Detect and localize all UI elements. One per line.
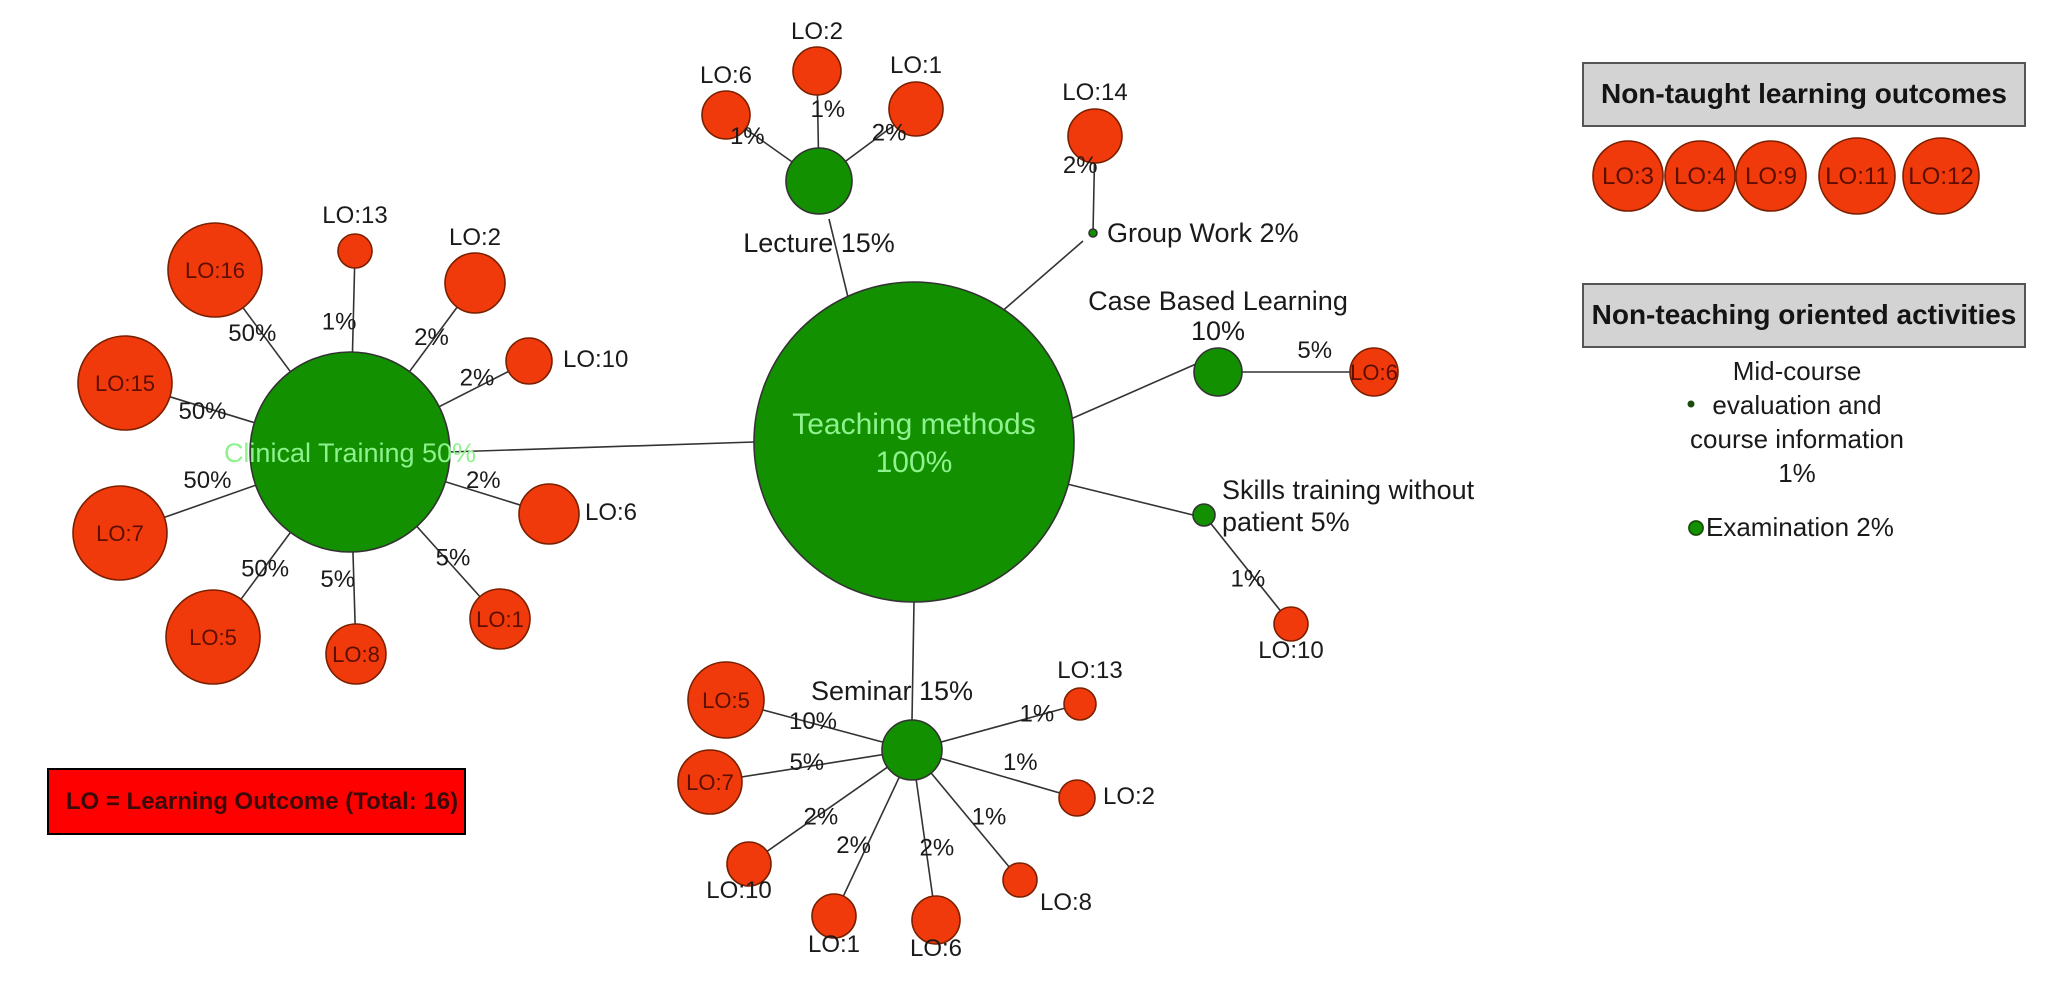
svg-text:5%: 5% — [789, 749, 824, 776]
svg-text:2%: 2% — [466, 467, 501, 494]
svg-text:2%: 2% — [414, 324, 449, 351]
svg-text:LO:6: LO:6 — [585, 499, 637, 526]
svg-text:LO:4: LO:4 — [1674, 163, 1726, 190]
svg-text:LO:8: LO:8 — [1040, 889, 1092, 916]
svg-text:LO:2: LO:2 — [449, 224, 501, 251]
svg-text:LO:6: LO:6 — [910, 935, 962, 962]
svg-text:10%: 10% — [789, 708, 837, 735]
svg-text:LO:14: LO:14 — [1062, 79, 1127, 106]
svg-text:LO:9: LO:9 — [1745, 163, 1797, 190]
svg-text:patient 5%: patient 5% — [1222, 507, 1350, 537]
svg-text:LO:13: LO:13 — [1057, 657, 1122, 684]
svg-text:LO:1: LO:1 — [476, 607, 524, 632]
svg-text:1%: 1% — [322, 308, 357, 335]
svg-text:1%: 1% — [810, 96, 845, 123]
svg-text:5%: 5% — [320, 566, 355, 593]
svg-text:50%: 50% — [241, 556, 289, 583]
svg-text:LO:1: LO:1 — [808, 931, 860, 958]
svg-text:LO:1: LO:1 — [890, 52, 942, 79]
svg-text:LO:16: LO:16 — [185, 258, 245, 283]
svg-text:1%: 1% — [1003, 749, 1038, 776]
svg-text:Non-taught learning outcomes: Non-taught learning outcomes — [1601, 78, 2007, 109]
svg-text:50%: 50% — [183, 467, 231, 494]
svg-text:Case Based Learning: Case Based Learning — [1088, 286, 1348, 316]
svg-text:100%: 100% — [876, 446, 953, 479]
svg-text:2%: 2% — [1063, 152, 1098, 179]
svg-text:2%: 2% — [460, 365, 495, 392]
svg-text:Teaching methods: Teaching methods — [792, 408, 1036, 441]
svg-text:LO:6: LO:6 — [1350, 360, 1398, 385]
svg-text:1%: 1% — [972, 804, 1007, 831]
svg-text:LO:8: LO:8 — [332, 642, 380, 667]
svg-text:LO:15: LO:15 — [95, 371, 155, 396]
svg-text:LO:7: LO:7 — [96, 521, 144, 546]
svg-text:LO:2: LO:2 — [1103, 783, 1155, 810]
svg-text:LO:5: LO:5 — [702, 688, 750, 713]
svg-text:2%: 2% — [872, 119, 907, 146]
svg-text:LO:10: LO:10 — [563, 346, 628, 373]
svg-text:50%: 50% — [178, 398, 226, 425]
svg-text:LO:10: LO:10 — [706, 877, 771, 904]
svg-text:1%: 1% — [1020, 701, 1055, 728]
svg-text:Examination 2%: Examination 2% — [1706, 512, 1894, 542]
svg-text:LO:2: LO:2 — [791, 18, 843, 45]
svg-text:evaluation and: evaluation and — [1712, 390, 1881, 420]
svg-text:LO:13: LO:13 — [322, 202, 387, 229]
svg-text:1%: 1% — [1778, 458, 1816, 488]
svg-text:2%: 2% — [920, 834, 955, 861]
svg-text:Seminar 15%: Seminar 15% — [811, 676, 973, 706]
svg-text:LO:6: LO:6 — [700, 62, 752, 89]
svg-text:LO:11: LO:11 — [1825, 163, 1889, 190]
svg-text:LO:12: LO:12 — [1908, 163, 1973, 190]
svg-text:Lecture 15%: Lecture 15% — [743, 228, 895, 258]
svg-text:Skills training without: Skills training without — [1222, 475, 1475, 505]
svg-text:LO = Learning Outcome (Total:: LO = Learning Outcome (Total: 16) — [66, 788, 458, 815]
svg-text:2%: 2% — [836, 832, 871, 859]
svg-text:1%: 1% — [1231, 566, 1266, 593]
svg-text:2%: 2% — [804, 804, 839, 831]
svg-text:1%: 1% — [730, 123, 765, 150]
svg-text:50%: 50% — [228, 320, 276, 347]
svg-text:LO:10: LO:10 — [1258, 637, 1323, 664]
svg-text:5%: 5% — [436, 545, 471, 572]
svg-text:5%: 5% — [1297, 337, 1332, 364]
svg-text:LO:5: LO:5 — [189, 625, 237, 650]
svg-text:Clinical Training 50%: Clinical Training 50% — [224, 438, 476, 468]
svg-text:LO:7: LO:7 — [686, 770, 734, 795]
svg-text:LO:3: LO:3 — [1602, 163, 1654, 190]
svg-text:Mid-course: Mid-course — [1733, 356, 1862, 386]
svg-text:Non-teaching oriented activiti: Non-teaching oriented activities — [1592, 299, 2017, 330]
svg-text:10%: 10% — [1191, 316, 1245, 346]
svg-text:Group Work 2%: Group Work 2% — [1107, 218, 1299, 248]
svg-text:course information: course information — [1690, 424, 1904, 454]
